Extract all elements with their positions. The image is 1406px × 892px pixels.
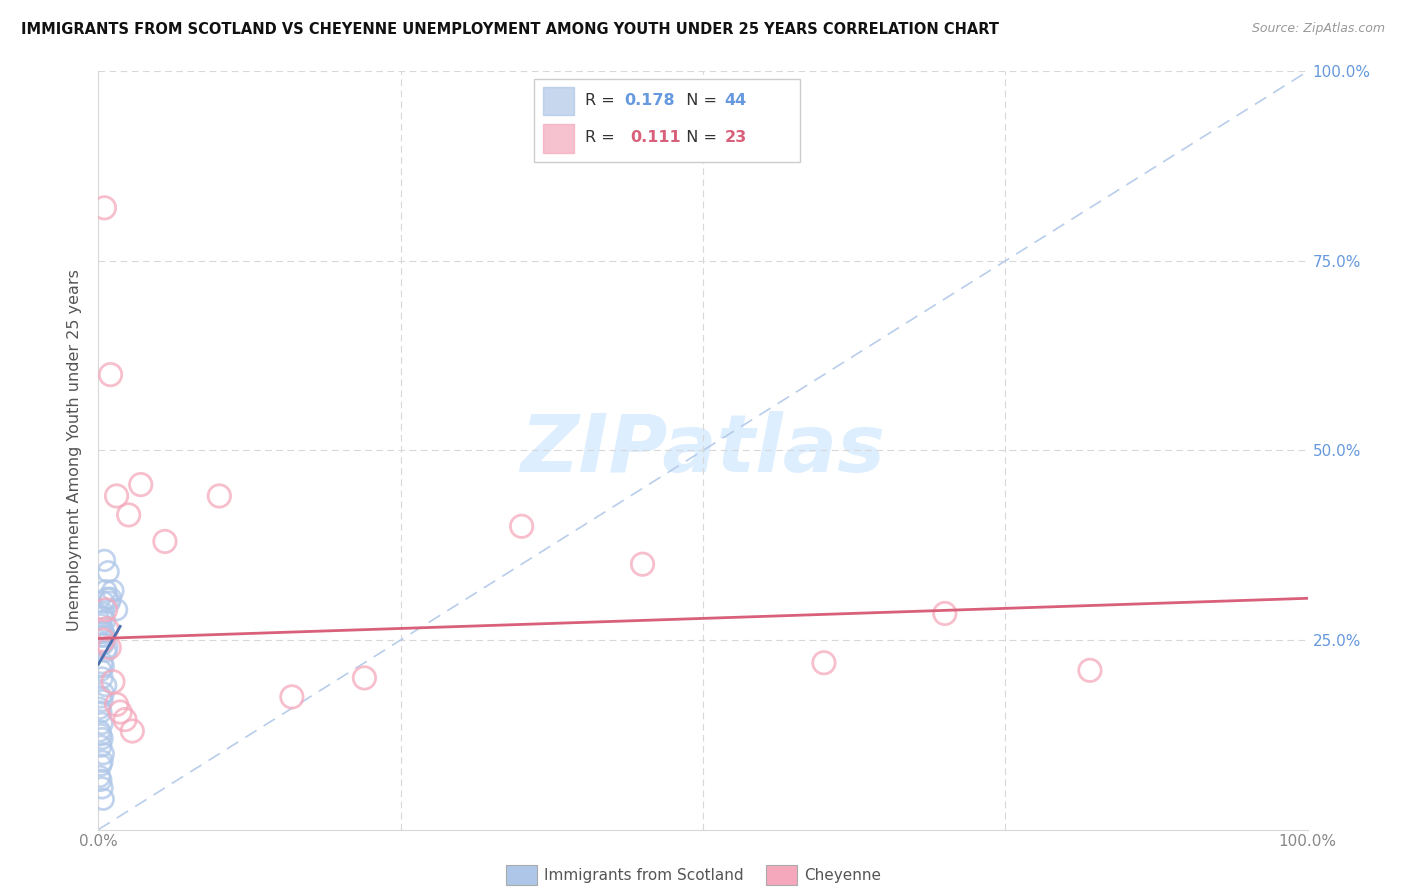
Point xyxy=(91,637,114,651)
Text: Immigrants from Scotland: Immigrants from Scotland xyxy=(544,868,744,882)
Point xyxy=(98,595,121,609)
Point xyxy=(813,656,835,670)
Point xyxy=(90,705,112,719)
Point xyxy=(100,368,122,382)
Point xyxy=(94,583,117,598)
Point xyxy=(98,640,121,655)
FancyBboxPatch shape xyxy=(543,124,574,153)
Point xyxy=(91,686,114,700)
Point xyxy=(93,201,115,215)
Point xyxy=(91,755,114,769)
Point xyxy=(91,694,114,708)
Point xyxy=(89,701,111,715)
Point xyxy=(91,716,114,731)
Point xyxy=(105,489,128,503)
Point xyxy=(90,690,112,704)
Point xyxy=(631,557,654,572)
Text: ZIPatlas: ZIPatlas xyxy=(520,411,886,490)
Point xyxy=(90,728,112,742)
Text: IMMIGRANTS FROM SCOTLAND VS CHEYENNE UNEMPLOYMENT AMONG YOUTH UNDER 25 YEARS COR: IMMIGRANTS FROM SCOTLAND VS CHEYENNE UNE… xyxy=(21,22,1000,37)
Point xyxy=(90,629,112,643)
Point xyxy=(101,674,124,689)
Point xyxy=(510,519,533,533)
Point xyxy=(934,607,956,621)
Text: Cheyenne: Cheyenne xyxy=(804,868,882,882)
Point xyxy=(153,534,176,549)
FancyBboxPatch shape xyxy=(543,87,574,115)
Point xyxy=(105,698,128,712)
Point xyxy=(91,659,114,673)
Text: R =: R = xyxy=(585,93,620,108)
Point xyxy=(90,773,112,788)
Point xyxy=(90,664,112,678)
Text: 23: 23 xyxy=(724,130,747,145)
Point xyxy=(97,565,120,579)
Point xyxy=(91,607,114,621)
Point xyxy=(96,622,118,636)
Point xyxy=(105,603,128,617)
Point xyxy=(90,739,112,753)
FancyBboxPatch shape xyxy=(534,79,800,162)
Text: 44: 44 xyxy=(724,93,747,108)
Text: N =: N = xyxy=(676,130,723,145)
Point xyxy=(91,637,114,651)
Point xyxy=(353,671,375,685)
Point xyxy=(93,629,115,643)
Point xyxy=(91,595,114,609)
Text: 0.178: 0.178 xyxy=(624,93,675,108)
Point xyxy=(91,731,114,746)
Y-axis label: Unemployment Among Youth under 25 years: Unemployment Among Youth under 25 years xyxy=(67,269,83,632)
Text: 0.111: 0.111 xyxy=(630,130,681,145)
Point xyxy=(96,640,118,655)
Point xyxy=(114,713,136,727)
Point xyxy=(94,678,117,692)
Point xyxy=(118,508,141,522)
Point xyxy=(281,690,304,704)
Point xyxy=(91,747,114,761)
Point xyxy=(89,724,111,739)
Point xyxy=(94,603,117,617)
Point xyxy=(91,625,114,640)
Point xyxy=(101,583,124,598)
Point xyxy=(129,477,152,491)
Point xyxy=(93,614,115,628)
Point xyxy=(90,758,112,772)
Point xyxy=(94,644,117,658)
Point xyxy=(91,622,114,636)
Text: N =: N = xyxy=(676,93,723,108)
Point xyxy=(91,610,114,624)
Text: R =: R = xyxy=(585,130,624,145)
Point xyxy=(91,656,114,670)
Point xyxy=(121,724,143,739)
Point xyxy=(93,553,115,567)
Point xyxy=(91,633,114,648)
Point xyxy=(91,780,114,795)
Point xyxy=(90,617,112,632)
Point xyxy=(89,769,111,784)
Point xyxy=(91,792,114,806)
Text: Source: ZipAtlas.com: Source: ZipAtlas.com xyxy=(1251,22,1385,36)
Point xyxy=(208,489,231,503)
Point xyxy=(100,591,122,606)
Point xyxy=(91,625,114,640)
Point xyxy=(1078,664,1101,678)
Point xyxy=(108,705,131,719)
Point xyxy=(96,591,118,606)
Point xyxy=(91,671,114,685)
